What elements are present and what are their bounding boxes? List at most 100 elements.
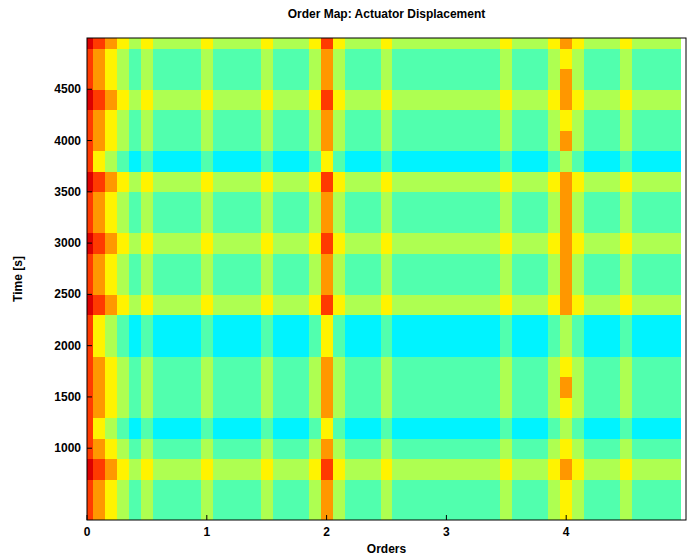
heat-cell [117,458,130,479]
heat-cell [141,458,154,479]
heat-cell [225,294,238,315]
heat-cell [285,110,298,131]
heat-cell [560,438,573,459]
heat-cell [345,356,358,377]
heat-cell [476,397,489,418]
heat-cell [488,376,501,397]
heat-cell [129,253,142,274]
heat-cell [129,151,142,172]
heat-cell [668,151,681,172]
heat-cell [333,315,346,336]
heat-cell [512,110,525,131]
heat-cell [237,110,250,131]
heat-cell [608,38,621,49]
heat-cell [321,335,334,356]
heat-cell [428,417,441,438]
heat-cell [536,38,549,49]
heat-cell [357,171,370,192]
heat-cell [381,69,394,90]
heat-cell [584,315,597,336]
heat-cell [620,335,633,356]
heat-cell [488,48,501,69]
heat-cell [87,315,94,336]
heat-cell [381,233,394,254]
heat-cell [87,335,94,356]
heat-cell [536,376,549,397]
heat-cell [249,479,262,500]
heat-cell [165,89,178,110]
heat-cell [536,274,549,295]
heat-cell [464,212,477,233]
heat-cell [321,253,334,274]
heat-cell [428,335,441,356]
heat-cell [512,417,525,438]
heat-cell [404,192,417,213]
heat-cell [560,397,573,418]
heat-cell [548,233,561,254]
heat-cell [452,499,465,520]
heat-cell [440,192,453,213]
heat-cell [404,69,417,90]
heat-cell [452,171,465,192]
heat-cell [512,38,525,49]
heat-cell [369,171,382,192]
heat-cell [213,397,226,418]
heat-cell [225,171,238,192]
heat-cell [440,212,453,233]
heat-cell [165,130,178,151]
heat-cell [524,212,537,233]
heat-cell [596,294,609,315]
heat-cell [488,233,501,254]
heat-cell [105,397,118,418]
heat-cell [428,130,441,151]
heat-cell [141,89,154,110]
heat-cell [117,274,130,295]
heat-cell [440,151,453,172]
heat-cell [369,110,382,131]
heat-cell [668,458,681,479]
heat-cell [153,110,166,131]
heat-cell [608,417,621,438]
heat-cell [392,89,405,110]
heat-cell [345,69,358,90]
y-axis-title: Time [s] [11,256,25,302]
heat-cell [225,151,238,172]
heat-cell [572,315,585,336]
heat-cell [572,356,585,377]
heat-cell [93,69,106,90]
heat-cell [237,458,250,479]
heat-cell [333,38,346,49]
heat-cell [369,479,382,500]
heat-cell [560,89,573,110]
heat-cell [404,417,417,438]
heat-cell [297,417,310,438]
heat-cell [416,335,429,356]
heat-cell [225,479,238,500]
heat-cell [321,458,334,479]
heat-cell [392,233,405,254]
heat-cell [249,417,262,438]
heat-cell [321,151,334,172]
heat-cell [213,69,226,90]
heat-cell [333,69,346,90]
heat-cell [333,192,346,213]
heat-cell [165,151,178,172]
heat-cell [500,110,513,131]
heat-cell [548,151,561,172]
heat-cell [249,212,262,233]
heat-cell [608,233,621,254]
heat-cell [548,48,561,69]
heat-cell [87,171,94,192]
heat-cell [297,48,310,69]
heat-cell [93,253,106,274]
heat-cell [213,233,226,254]
heat-cell [381,38,394,49]
heat-cell [452,479,465,500]
heat-cell [392,376,405,397]
heat-cell [524,69,537,90]
heat-cell [668,315,681,336]
heat-cell [560,335,573,356]
heat-cell [237,151,250,172]
heat-cell [548,89,561,110]
heat-cell [153,212,166,233]
